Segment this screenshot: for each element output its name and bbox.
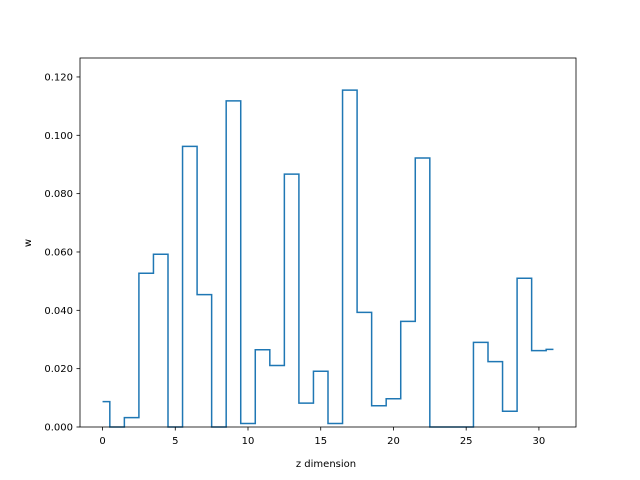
y-tick-label: 0.020: [44, 364, 73, 375]
y-tick-label: 0.100: [44, 131, 73, 142]
x-tick-label: 5: [172, 436, 178, 447]
x-tick-label: 25: [460, 436, 473, 447]
y-tick-label: 0.060: [44, 247, 73, 258]
y-tick-label: 0.080: [44, 189, 73, 200]
axes-frame: [79, 57, 577, 428]
y-axis-label: w: [23, 239, 34, 247]
x-tick-label: 20: [387, 436, 400, 447]
x-axis-label: z dimension: [296, 459, 356, 470]
x-tick-label: 30: [533, 436, 546, 447]
x-tick-label: 15: [314, 436, 327, 447]
x-tick-label: 10: [242, 436, 255, 447]
x-axis-ticks: 0 5 10 15 20 25 30: [99, 427, 545, 447]
x-tick-label: 0: [99, 436, 105, 447]
y-tick-label: 0.120: [44, 72, 73, 83]
y-tick-label: 0.040: [44, 306, 73, 317]
y-axis-ticks: 0.000 0.020 0.040 0.060 0.080 0.100 0.120: [44, 72, 80, 434]
plot-area: [79, 57, 577, 428]
y-tick-label: 0.000: [44, 423, 73, 434]
